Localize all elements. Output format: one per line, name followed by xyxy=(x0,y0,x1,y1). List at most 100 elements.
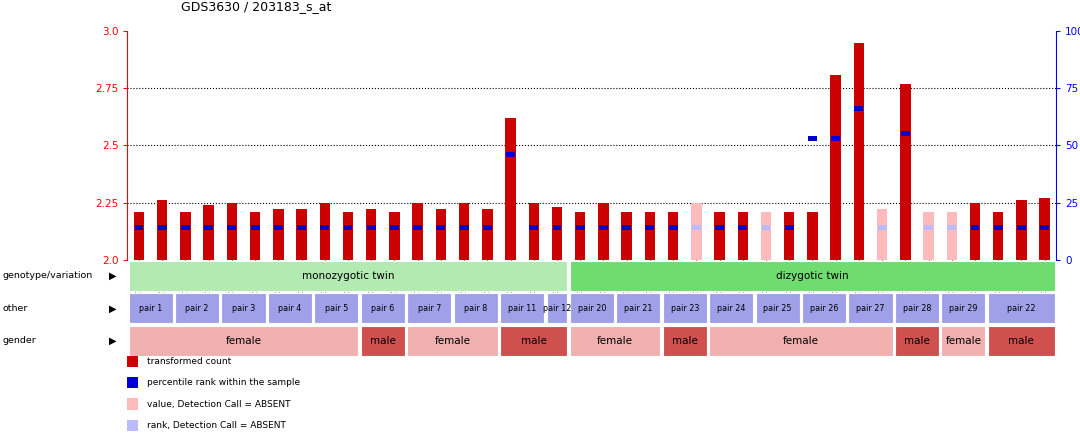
Bar xyxy=(389,212,400,260)
Bar xyxy=(129,293,173,323)
Bar xyxy=(505,118,516,260)
Bar xyxy=(343,225,352,230)
Bar xyxy=(181,225,190,230)
Bar xyxy=(901,131,909,136)
Text: male: male xyxy=(521,336,546,346)
Bar xyxy=(320,202,330,260)
Bar xyxy=(500,293,544,323)
Text: rank, Detection Call = ABSENT: rank, Detection Call = ABSENT xyxy=(147,421,286,430)
Text: percentile rank within the sample: percentile rank within the sample xyxy=(147,378,300,387)
Bar xyxy=(500,326,567,356)
Bar xyxy=(669,225,677,230)
Bar xyxy=(413,202,423,260)
Bar xyxy=(715,225,724,230)
Bar xyxy=(390,225,399,230)
Text: male: male xyxy=(672,336,698,346)
Bar xyxy=(970,202,981,260)
Text: pair 5: pair 5 xyxy=(325,304,348,313)
Bar xyxy=(249,212,260,260)
Bar xyxy=(784,212,795,260)
Bar xyxy=(158,225,166,230)
Text: genotype/variation: genotype/variation xyxy=(2,271,93,281)
Text: pair 21: pair 21 xyxy=(624,304,652,313)
Bar xyxy=(853,43,864,260)
Text: value, Detection Call = ABSENT: value, Detection Call = ABSENT xyxy=(147,400,291,408)
Text: pair 23: pair 23 xyxy=(671,304,699,313)
Bar xyxy=(297,225,306,230)
Text: male: male xyxy=(1009,336,1035,346)
Text: pair 22: pair 22 xyxy=(1008,304,1036,313)
Bar xyxy=(807,212,818,260)
Bar xyxy=(273,210,284,260)
Text: pair 29: pair 29 xyxy=(949,304,977,313)
Text: pair 24: pair 24 xyxy=(717,304,745,313)
Bar xyxy=(407,293,451,323)
Text: female: female xyxy=(597,336,633,346)
Bar xyxy=(546,293,567,323)
Bar xyxy=(710,293,753,323)
Text: GDS3630 / 203183_s_at: GDS3630 / 203183_s_at xyxy=(181,0,332,13)
Bar xyxy=(622,225,631,230)
Bar xyxy=(570,261,1055,291)
Text: pair 28: pair 28 xyxy=(903,304,931,313)
Bar xyxy=(528,202,539,260)
Bar xyxy=(994,225,1002,230)
Bar xyxy=(895,293,939,323)
Bar xyxy=(1039,198,1050,260)
Bar xyxy=(129,261,567,291)
Text: pair 4: pair 4 xyxy=(279,304,301,313)
Text: pair 2: pair 2 xyxy=(186,304,208,313)
Text: pair 7: pair 7 xyxy=(418,304,441,313)
Bar xyxy=(667,212,678,260)
Bar xyxy=(761,225,770,230)
Bar xyxy=(367,225,376,230)
Bar xyxy=(575,212,585,260)
Bar xyxy=(552,207,563,260)
Bar xyxy=(157,200,167,260)
Bar xyxy=(314,293,359,323)
Text: male: male xyxy=(904,336,930,346)
Bar xyxy=(808,136,816,141)
Bar xyxy=(221,293,266,323)
Bar xyxy=(251,225,259,230)
Bar xyxy=(454,293,498,323)
Bar xyxy=(988,293,1055,323)
Text: pair 25: pair 25 xyxy=(764,304,792,313)
Bar xyxy=(832,136,840,141)
Bar xyxy=(663,326,706,356)
Bar xyxy=(756,293,799,323)
Bar xyxy=(180,212,191,260)
Bar xyxy=(460,225,469,230)
Bar xyxy=(483,225,491,230)
Bar xyxy=(1017,225,1026,230)
Bar xyxy=(321,225,329,230)
Bar xyxy=(692,225,701,230)
Bar xyxy=(342,212,353,260)
Bar xyxy=(900,83,910,260)
Bar xyxy=(459,202,470,260)
Text: ▶: ▶ xyxy=(109,271,117,281)
Text: pair 1: pair 1 xyxy=(139,304,162,313)
Bar xyxy=(274,225,283,230)
Bar xyxy=(598,202,609,260)
Bar xyxy=(435,210,446,260)
Bar xyxy=(296,210,307,260)
Bar xyxy=(228,225,237,230)
Bar xyxy=(714,212,725,260)
Bar xyxy=(971,225,980,230)
Bar xyxy=(507,152,515,157)
Bar xyxy=(993,212,1003,260)
Bar xyxy=(366,210,377,260)
Text: pair 8: pair 8 xyxy=(464,304,487,313)
Bar xyxy=(738,212,748,260)
Bar xyxy=(529,225,538,230)
Bar xyxy=(710,326,892,356)
Bar xyxy=(227,202,238,260)
Bar xyxy=(361,293,405,323)
Bar xyxy=(895,326,939,356)
Bar xyxy=(1016,200,1027,260)
Text: female: female xyxy=(434,336,471,346)
Text: pair 12: pair 12 xyxy=(543,304,571,313)
Bar xyxy=(135,225,144,230)
Text: gender: gender xyxy=(2,336,36,345)
